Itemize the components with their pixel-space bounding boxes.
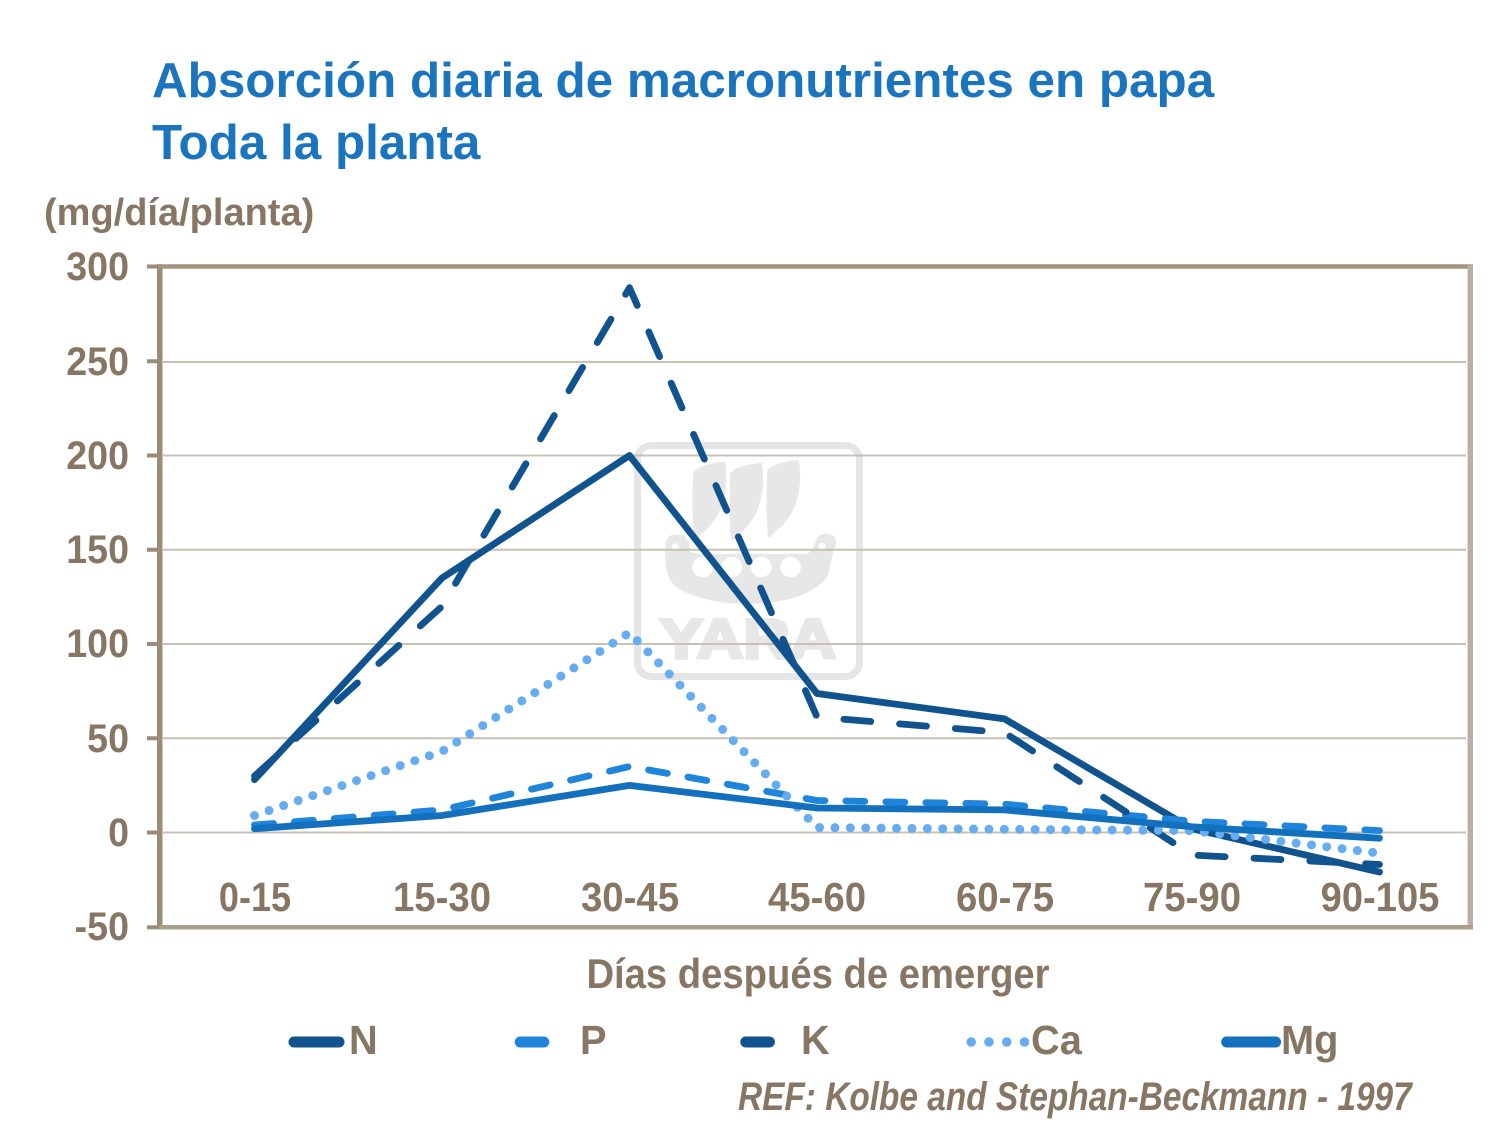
- svg-text:YARA: YARA: [660, 607, 836, 670]
